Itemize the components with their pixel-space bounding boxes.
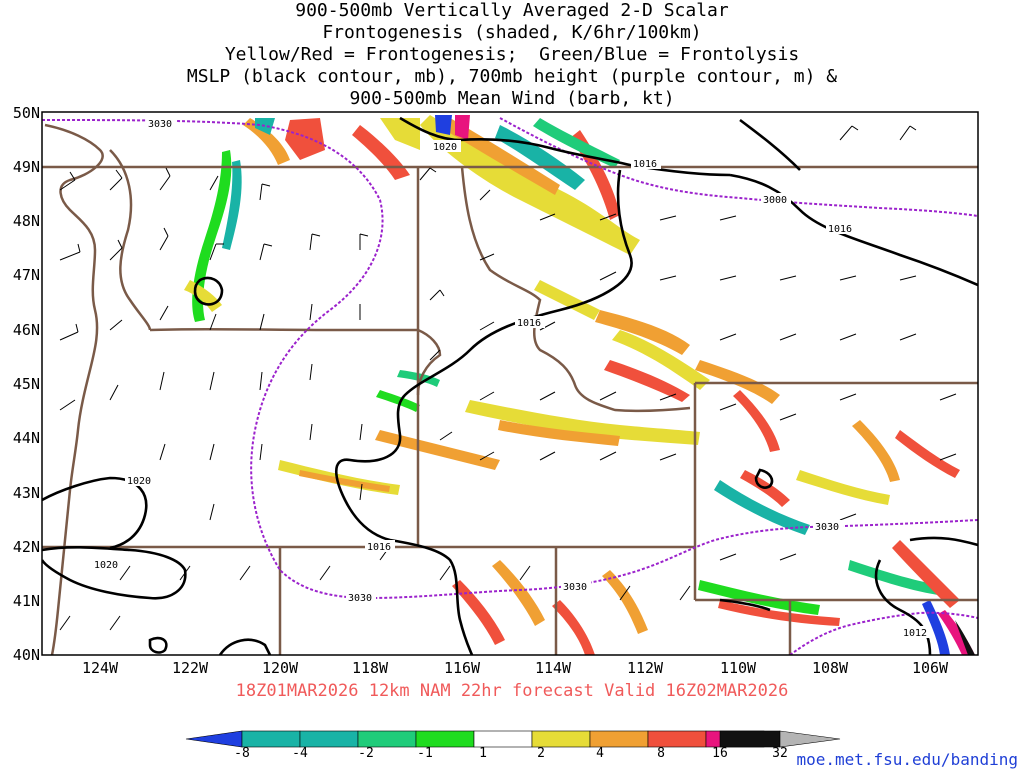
lon-label: 114W xyxy=(534,659,572,677)
lon-label: 122W xyxy=(171,659,209,677)
colorbar-label: -4 xyxy=(292,746,308,761)
lat-label: 45N xyxy=(12,375,40,393)
colorbar-label: 16 xyxy=(712,746,728,761)
colorbar-label: 8 xyxy=(657,746,665,761)
colorbar-label: -1 xyxy=(417,746,433,761)
mslp-label: 1016 xyxy=(633,159,657,170)
colorbar-label: 4 xyxy=(596,746,604,761)
mslp-label: 1016 xyxy=(367,542,391,553)
lat-label: 48N xyxy=(12,212,40,230)
mslp-label: 1016 xyxy=(828,224,852,235)
lat-label: 44N xyxy=(12,429,40,447)
colorbar-label: 2 xyxy=(537,746,545,761)
height-label: 3030 xyxy=(148,119,172,130)
title-line-4: MSLP (black contour, mb), 700mb height (… xyxy=(186,66,838,87)
lat-label: 41N xyxy=(12,592,40,610)
lat-label: 46N xyxy=(12,321,40,339)
lon-label: 120W xyxy=(261,659,299,677)
frontogenesis-shading xyxy=(184,115,975,655)
mslp-label: 1020 xyxy=(94,560,118,571)
lon-label: 108W xyxy=(811,659,849,677)
title-line-1: 900-500mb Vertically Averaged 2-D Scalar xyxy=(295,0,729,21)
title-line-2: Frontogenesis (shaded, K/6hr/100km) xyxy=(322,22,702,43)
colorbar-under-arrow xyxy=(185,730,243,748)
lat-label: 50N xyxy=(12,104,40,122)
colorbar-label: 1 xyxy=(479,746,487,761)
colorbar-label: -2 xyxy=(358,746,374,761)
height-label: 3000 xyxy=(763,195,787,206)
mslp-label: 1016 xyxy=(517,318,541,329)
contour-labels: 1020 1016 1016 1016 1020 1020 1016 1012 … xyxy=(92,117,931,639)
colorbar-over-arrow xyxy=(779,730,841,748)
lon-label: 118W xyxy=(351,659,389,677)
height-label: 3030 xyxy=(563,582,587,593)
lon-label: 112W xyxy=(626,659,664,677)
height-700mb-contours xyxy=(42,117,978,655)
title-line-3: Yellow/Red = Frontogenesis; Green/Blue =… xyxy=(224,44,800,65)
height-label: 3030 xyxy=(348,593,372,604)
lon-label: 106W xyxy=(911,659,949,677)
title-line-5: 900-500mb Mean Wind (barb, kt) xyxy=(349,88,675,109)
colorbar-label: 32 xyxy=(772,746,788,761)
lon-label: 116W xyxy=(443,659,481,677)
source-credit: moe.met.fsu.edu/banding xyxy=(796,750,1018,769)
mslp-label: 1012 xyxy=(903,628,927,639)
colorbar xyxy=(185,730,841,748)
lat-label: 49N xyxy=(12,158,40,176)
mslp-label: 1020 xyxy=(433,142,457,153)
mslp-label: 1020 xyxy=(127,476,151,487)
lat-label: 43N xyxy=(12,484,40,502)
map-frame xyxy=(41,111,979,656)
lon-label: 124W xyxy=(81,659,119,677)
lon-label: 110W xyxy=(719,659,757,677)
wind-barbs xyxy=(59,125,957,631)
lat-label: 40N xyxy=(12,646,40,664)
lat-label: 47N xyxy=(12,266,40,284)
height-label: 3030 xyxy=(815,522,839,533)
valid-time-caption: 18Z01MAR2026 12km NAM 22hr forecast Vali… xyxy=(235,681,789,701)
lat-label: 42N xyxy=(12,538,40,556)
colorbar-label: -8 xyxy=(234,746,250,761)
